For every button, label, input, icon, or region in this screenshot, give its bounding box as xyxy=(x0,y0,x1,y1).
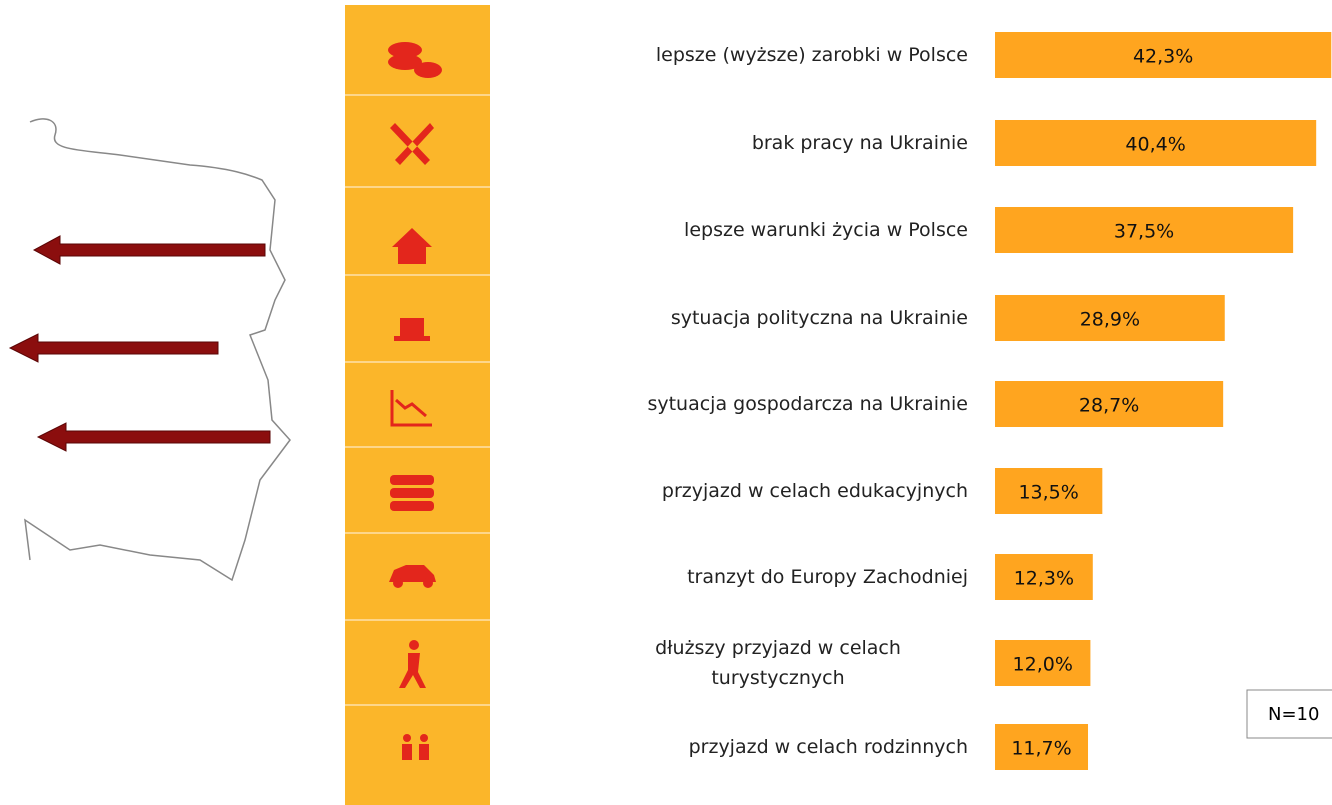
category-text: dłuższy przyjazd w celach turystycznych xyxy=(655,637,901,689)
value-label: 12,0% xyxy=(1013,654,1073,676)
category-text: tranzyt do Europy Zachodniej xyxy=(687,566,968,588)
value-label: 28,9% xyxy=(1080,309,1140,331)
category-label: tranzyt do Europy Zachodniej xyxy=(687,537,968,617)
annotation-box xyxy=(1246,689,1332,739)
category-label: lepsze (wyższe) zarobki w Polsce xyxy=(656,15,968,95)
value-label: 11,7% xyxy=(1011,738,1071,760)
category-label: dłuższy przyjazd w celach turystycznych xyxy=(588,623,968,703)
category-text: lepsze (wyższe) zarobki w Polsce xyxy=(655,44,968,66)
icon-column xyxy=(345,5,490,805)
category-label: brak pracy na Ukrainie xyxy=(752,103,968,183)
category-label: przyjazd w celach rodzinnych xyxy=(689,707,968,787)
bar xyxy=(995,640,1091,686)
category-label: przyjazd w celach edukacyjnych xyxy=(662,451,968,531)
bar xyxy=(995,468,1103,514)
bar xyxy=(995,381,1224,427)
bar xyxy=(995,724,1089,770)
bar xyxy=(995,554,1093,600)
map-outline xyxy=(24,118,291,582)
bar xyxy=(995,32,1332,78)
category-label: sytuacja gospodarcza na Ukrainie xyxy=(647,364,968,444)
annotation: N=10 xyxy=(1268,704,1319,725)
value-label: 28,7% xyxy=(1079,395,1139,417)
row-separators xyxy=(345,94,490,706)
value-label: 12,3% xyxy=(1014,568,1074,590)
value-label: 42,3% xyxy=(1133,46,1193,68)
value-label: 40,4% xyxy=(1125,134,1185,156)
category-text: przyjazd w celach rodzinnych xyxy=(688,736,968,758)
category-text: sytuacja gospodarcza na Ukrainie xyxy=(647,393,968,415)
value-label: 13,5% xyxy=(1018,482,1078,504)
icons xyxy=(388,42,442,760)
category-label: sytuacja polityczna na Ukrainie xyxy=(671,278,968,358)
category-label: lepsze warunki życia w Polsce xyxy=(684,190,968,270)
category-text: sytuacja polityczna na Ukrainie xyxy=(670,307,968,329)
arrows xyxy=(8,235,271,452)
category-text: lepsze warunki życia w Polsce xyxy=(684,219,968,241)
bar xyxy=(995,120,1317,166)
bar xyxy=(995,295,1225,341)
value-label: 37,5% xyxy=(1114,221,1174,243)
category-text: przyjazd w celach edukacyjnych xyxy=(661,480,968,502)
bar xyxy=(995,207,1294,253)
category-text: brak pracy na Ukrainie xyxy=(751,132,968,154)
